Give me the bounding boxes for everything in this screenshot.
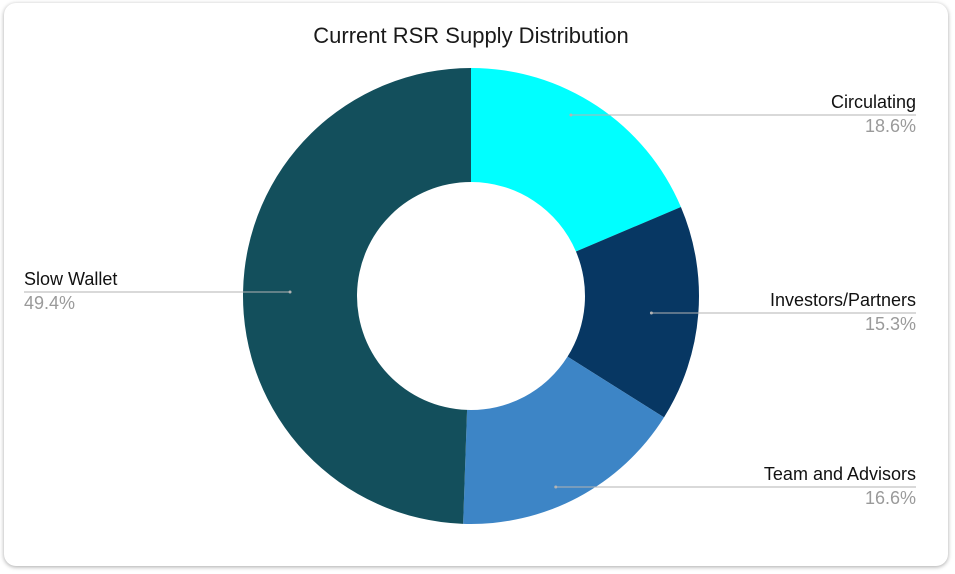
label-value-investors-partners: 15.3%	[865, 314, 916, 334]
donut-slices	[243, 68, 699, 524]
slice-circulating	[471, 68, 681, 252]
label-name-investors-partners: Investors/Partners	[770, 290, 916, 310]
leader-dot-investors-partners	[649, 311, 653, 315]
slice-labels: Circulating 18.6% Investors/Partners 15.3% T…	[24, 92, 916, 508]
leader-dot-slow-wallet	[288, 290, 292, 294]
chart-title: Current RSR Supply Distribution	[313, 23, 628, 48]
slice-slow-wallet	[243, 68, 471, 524]
label-name-slow-wallet: Slow Wallet	[24, 269, 117, 289]
label-value-circulating: 18.6%	[865, 116, 916, 136]
label-value-team-and-advisors: 16.6%	[865, 488, 916, 508]
slice-investors-partners	[567, 207, 699, 418]
leader-dot-team-and-advisors	[554, 485, 558, 489]
label-name-circulating: Circulating	[831, 92, 916, 112]
label-name-team-and-advisors: Team and Advisors	[764, 464, 916, 484]
label-value-slow-wallet: 49.4%	[24, 293, 75, 313]
slice-team-and-advisors	[463, 356, 665, 524]
leader-dot-circulating	[569, 113, 573, 117]
